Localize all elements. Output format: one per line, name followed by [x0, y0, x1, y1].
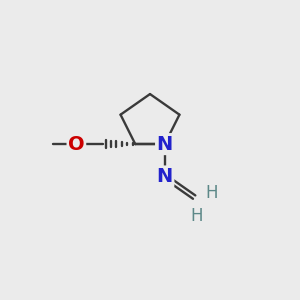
Text: H: H — [191, 207, 203, 225]
Text: N: N — [157, 167, 173, 186]
Text: O: O — [68, 135, 85, 154]
Text: N: N — [157, 135, 173, 154]
Text: H: H — [206, 184, 218, 202]
